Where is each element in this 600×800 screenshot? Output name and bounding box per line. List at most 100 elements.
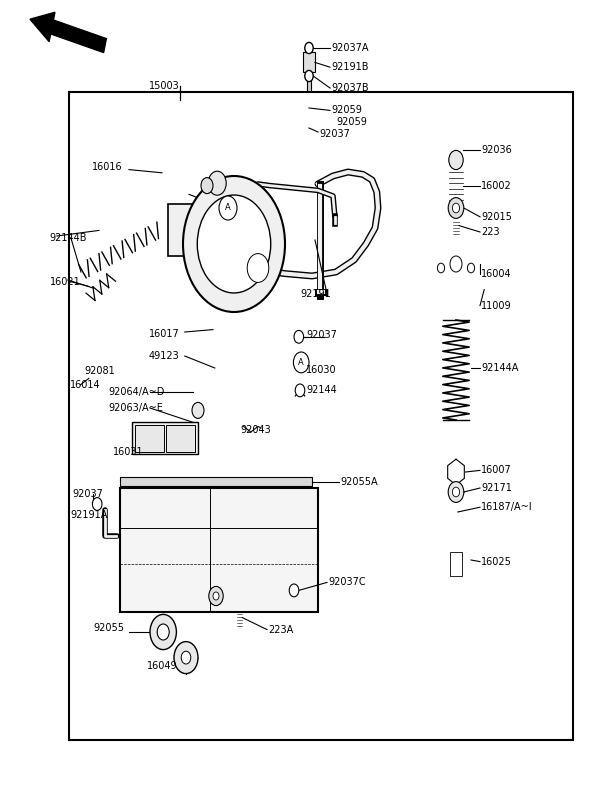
Circle shape xyxy=(448,198,464,218)
Text: 16187/A~I: 16187/A~I xyxy=(481,502,533,512)
Circle shape xyxy=(209,586,223,606)
Text: 92015: 92015 xyxy=(481,212,512,222)
Text: 11009: 11009 xyxy=(481,301,512,310)
Text: 15003: 15003 xyxy=(149,81,179,90)
Bar xyxy=(215,182,219,194)
Circle shape xyxy=(197,195,271,293)
Text: 92144A: 92144A xyxy=(481,363,518,373)
Circle shape xyxy=(208,171,226,195)
Text: 16030: 16030 xyxy=(306,365,337,374)
Text: 92037A: 92037A xyxy=(331,43,369,53)
Text: 16049: 16049 xyxy=(147,661,178,670)
Text: 92063/A~E: 92063/A~E xyxy=(108,403,163,413)
Bar xyxy=(69,92,573,740)
Text: 16025: 16025 xyxy=(481,557,512,566)
Text: A: A xyxy=(298,358,304,367)
Text: 16002: 16002 xyxy=(481,181,512,190)
Text: 92191B: 92191B xyxy=(331,62,369,72)
Circle shape xyxy=(201,178,213,194)
Circle shape xyxy=(247,254,269,282)
Circle shape xyxy=(293,352,309,373)
Bar xyxy=(193,408,203,432)
Bar xyxy=(168,204,228,256)
Text: 92037: 92037 xyxy=(319,129,350,138)
Circle shape xyxy=(452,487,460,497)
Bar xyxy=(132,422,198,454)
Text: 16014: 16014 xyxy=(70,380,101,390)
Text: 92037: 92037 xyxy=(72,490,103,499)
Bar xyxy=(135,425,164,452)
Circle shape xyxy=(219,196,237,220)
Circle shape xyxy=(174,642,198,674)
Text: 49123: 49123 xyxy=(149,351,179,361)
Circle shape xyxy=(183,176,285,312)
Text: 16007: 16007 xyxy=(481,466,512,475)
Circle shape xyxy=(213,592,219,600)
Circle shape xyxy=(437,263,445,273)
Circle shape xyxy=(150,614,176,650)
Bar xyxy=(237,608,242,628)
Text: 92171: 92171 xyxy=(481,483,512,493)
Text: 92191A: 92191A xyxy=(71,510,108,520)
Bar xyxy=(293,361,299,366)
Text: 223: 223 xyxy=(481,227,500,237)
Circle shape xyxy=(181,651,191,664)
Circle shape xyxy=(294,330,304,343)
Text: 16017: 16017 xyxy=(149,329,179,338)
Circle shape xyxy=(450,256,462,272)
Bar xyxy=(208,194,226,204)
Bar xyxy=(215,350,221,386)
Text: 92144B: 92144B xyxy=(50,233,88,242)
Circle shape xyxy=(92,498,102,510)
Polygon shape xyxy=(448,459,464,485)
Circle shape xyxy=(192,402,204,418)
Bar xyxy=(454,499,458,522)
Text: 92037B: 92037B xyxy=(331,83,369,93)
Text: 16031: 16031 xyxy=(113,447,143,457)
Text: partsrepublik: partsrepublik xyxy=(215,351,385,481)
Bar xyxy=(166,425,195,452)
Circle shape xyxy=(289,584,299,597)
Bar xyxy=(220,328,225,342)
Text: 92144: 92144 xyxy=(306,386,337,395)
FancyBboxPatch shape xyxy=(431,250,481,278)
Circle shape xyxy=(295,384,305,397)
Circle shape xyxy=(448,482,464,502)
Text: 92036: 92036 xyxy=(481,145,512,154)
Bar xyxy=(449,162,463,202)
Text: 92081: 92081 xyxy=(84,366,115,376)
Circle shape xyxy=(157,624,169,640)
Circle shape xyxy=(449,150,463,170)
Text: 92055: 92055 xyxy=(93,623,124,633)
FancyBboxPatch shape xyxy=(440,534,472,584)
Bar xyxy=(120,488,318,612)
Text: A: A xyxy=(225,203,231,213)
Text: 92059: 92059 xyxy=(336,117,367,126)
Bar xyxy=(213,344,223,350)
Bar xyxy=(89,382,100,388)
Bar xyxy=(193,374,203,406)
Text: 92055A: 92055A xyxy=(340,477,378,486)
Bar xyxy=(453,218,459,235)
Text: 92037C: 92037C xyxy=(328,578,366,587)
Bar xyxy=(303,52,315,72)
Bar xyxy=(203,188,211,204)
Text: 16004: 16004 xyxy=(481,269,512,278)
Bar xyxy=(213,322,218,338)
FancyArrow shape xyxy=(30,12,106,53)
Bar xyxy=(120,477,312,486)
Text: 92064/A~D: 92064/A~D xyxy=(108,387,164,397)
Circle shape xyxy=(452,203,460,213)
Circle shape xyxy=(467,263,475,273)
Bar xyxy=(450,552,462,576)
Text: 223A: 223A xyxy=(268,625,293,634)
Text: 92059: 92059 xyxy=(331,106,362,115)
Text: 16016: 16016 xyxy=(92,162,122,172)
Ellipse shape xyxy=(427,282,485,297)
Bar xyxy=(83,361,96,366)
Circle shape xyxy=(305,70,313,82)
Circle shape xyxy=(305,42,313,54)
Text: 92037: 92037 xyxy=(306,330,337,340)
Text: 16021: 16021 xyxy=(50,277,80,286)
Bar xyxy=(307,80,311,130)
